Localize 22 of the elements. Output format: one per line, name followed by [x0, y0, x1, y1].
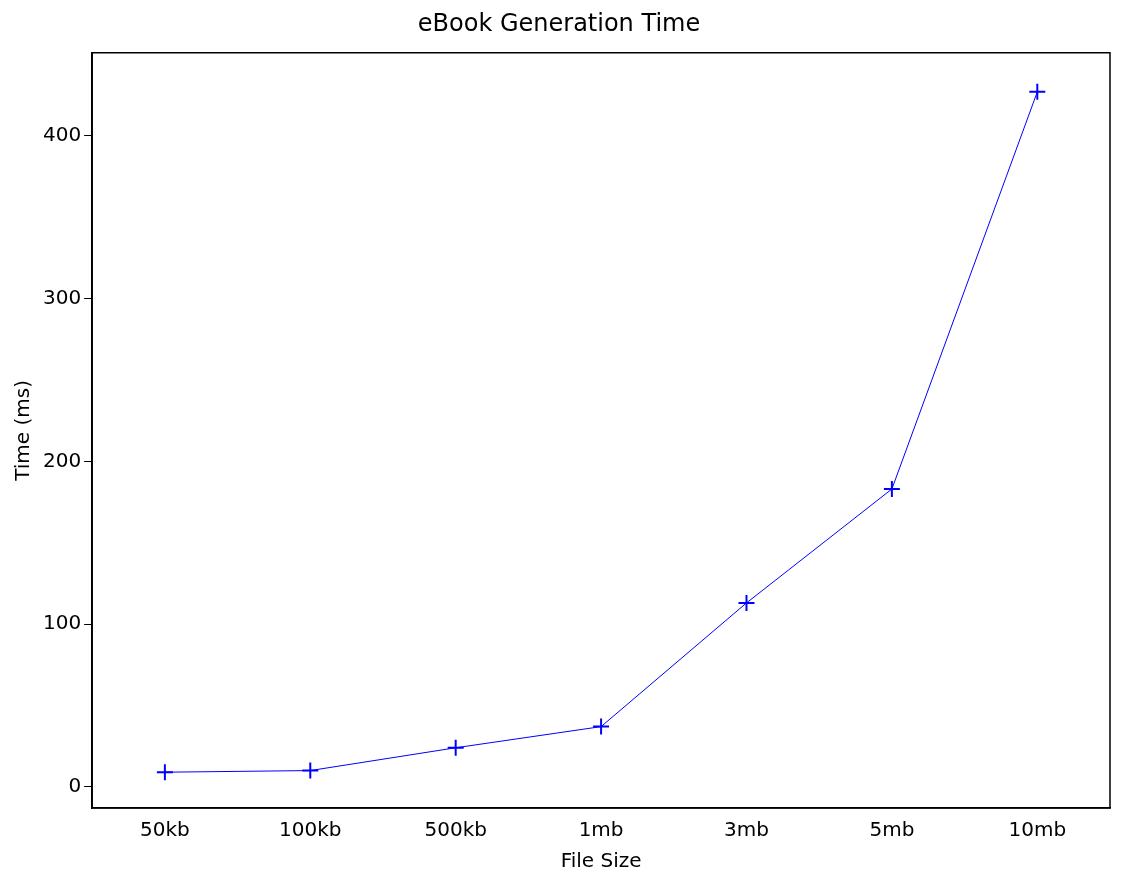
x-tick-label: 5mb [869, 817, 915, 842]
x-tick-label: 3mb [724, 817, 769, 842]
x-tick-label: 1mb [578, 817, 624, 842]
y-axis-title: Time (ms) [10, 379, 35, 482]
y-tick-label: 100 [42, 610, 82, 635]
point [446, 738, 465, 757]
point [155, 763, 174, 782]
chart-title: eBook Generation Time [417, 8, 701, 37]
x-tick-label: 100kb [279, 817, 342, 842]
x-tick-label: 10mb [1008, 817, 1067, 842]
point [592, 717, 611, 736]
x-tick-label: 500kb [424, 817, 487, 842]
point [882, 479, 901, 498]
x-tick-label: 50kb [140, 817, 190, 842]
point [301, 761, 320, 780]
point [737, 593, 756, 612]
y-tick-label: 300 [42, 284, 82, 309]
point [1028, 82, 1047, 101]
y-tick-label: 400 [42, 122, 82, 147]
x-axis-title: File Size [560, 848, 642, 873]
y-tick-label: 0 [68, 773, 82, 798]
y-tick-label: 200 [42, 447, 82, 472]
